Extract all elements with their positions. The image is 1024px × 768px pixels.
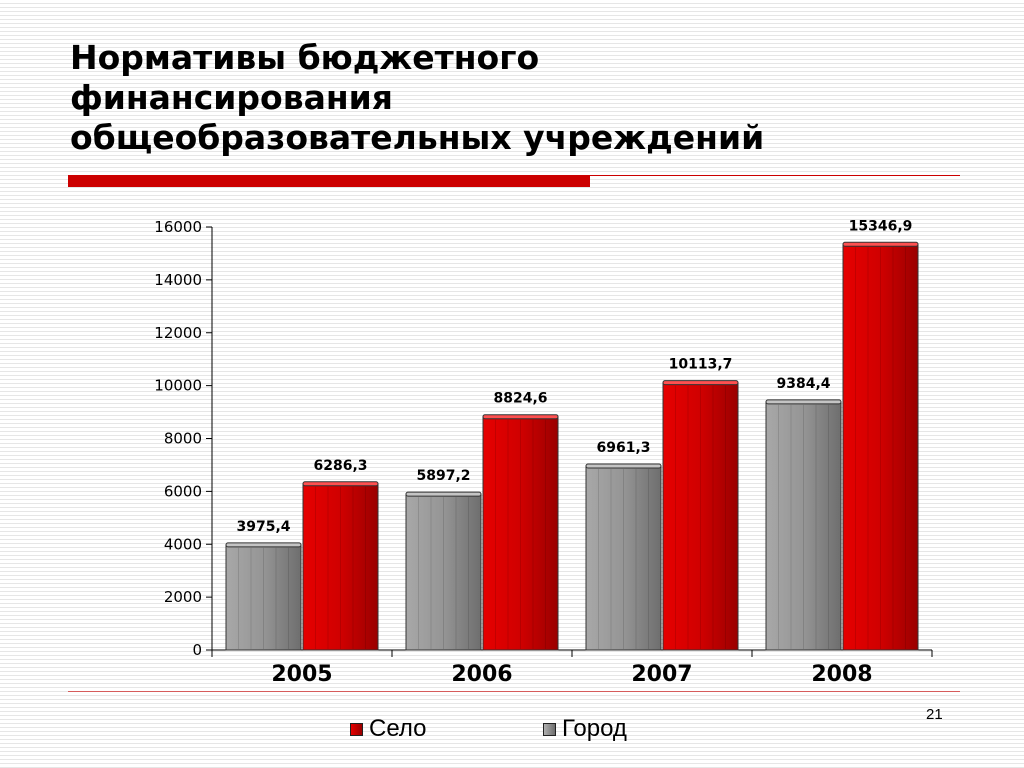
y-tick-label: 12000	[154, 324, 202, 342]
data-label-gorod-2006: 5897,2	[416, 468, 470, 484]
bar-gorod-2007	[585, 463, 662, 651]
x-category-label: 2007	[631, 662, 692, 687]
data-label-gorod-2005: 3975,4	[236, 519, 290, 535]
data-label-selo-2007: 10113,7	[669, 357, 733, 373]
bar-top-cap	[662, 380, 739, 386]
bar-top-cap	[585, 463, 662, 469]
x-category-label: 2005	[271, 662, 332, 687]
bar-body	[302, 483, 379, 651]
bar-body	[225, 544, 302, 651]
legend-swatch-selo	[350, 722, 363, 736]
bar-selo-2006	[482, 414, 559, 651]
y-tick-label: 2000	[164, 588, 202, 606]
data-label-selo-2008: 15346,9	[849, 218, 913, 234]
bar-body	[405, 493, 482, 651]
bar-selo-2005	[302, 481, 379, 651]
bar-gorod-2006	[405, 491, 482, 651]
bar-body	[842, 243, 919, 651]
bar-selo-2008	[842, 241, 919, 651]
legend-label-gorod: Город	[562, 715, 627, 742]
legend-item-gorod: Город	[543, 715, 627, 743]
bar-top-cap	[842, 241, 919, 247]
x-category-label: 2008	[811, 662, 872, 687]
y-tick-label: 10000	[154, 377, 202, 395]
bar-top-cap	[225, 542, 302, 548]
y-tick-label: 8000	[164, 430, 202, 448]
slide-title: Нормативы бюджетного финансирования обще…	[70, 38, 870, 158]
bar-body	[482, 416, 559, 651]
y-tick-label: 4000	[164, 535, 202, 553]
title-line-3: общеобразовательных учреждений	[70, 118, 765, 157]
bar-gorod-2008	[765, 399, 842, 651]
page-number: 21	[926, 706, 943, 723]
title-underline-bar	[68, 175, 590, 187]
legend-label-selo: Село	[369, 715, 427, 742]
legend-item-selo: Село	[350, 715, 427, 743]
bar-top-cap	[482, 414, 559, 420]
bar-gorod-2005	[225, 542, 302, 651]
bar-body	[662, 382, 739, 651]
title-line-1: Нормативы бюджетного	[70, 38, 540, 77]
title-line-2: финансирования	[70, 78, 393, 117]
bar-top-cap	[302, 481, 379, 487]
y-tick-label: 16000	[154, 218, 202, 236]
bar-selo-2007	[662, 380, 739, 651]
data-label-gorod-2008: 9384,4	[776, 376, 830, 392]
title-underline-line	[590, 175, 960, 176]
bottom-rule	[68, 691, 960, 692]
x-category-label: 2006	[451, 662, 512, 687]
y-tick-label: 14000	[154, 271, 202, 289]
data-label-selo-2005: 6286,3	[313, 458, 367, 474]
y-tick-label: 0	[192, 641, 202, 659]
bar-top-cap	[765, 399, 842, 405]
bar-body	[765, 401, 842, 651]
bar-top-cap	[405, 491, 482, 497]
y-tick-label: 6000	[164, 482, 202, 500]
data-label-selo-2006: 8824,6	[493, 391, 547, 407]
legend-swatch-gorod	[543, 722, 556, 736]
data-label-gorod-2007: 6961,3	[596, 440, 650, 456]
